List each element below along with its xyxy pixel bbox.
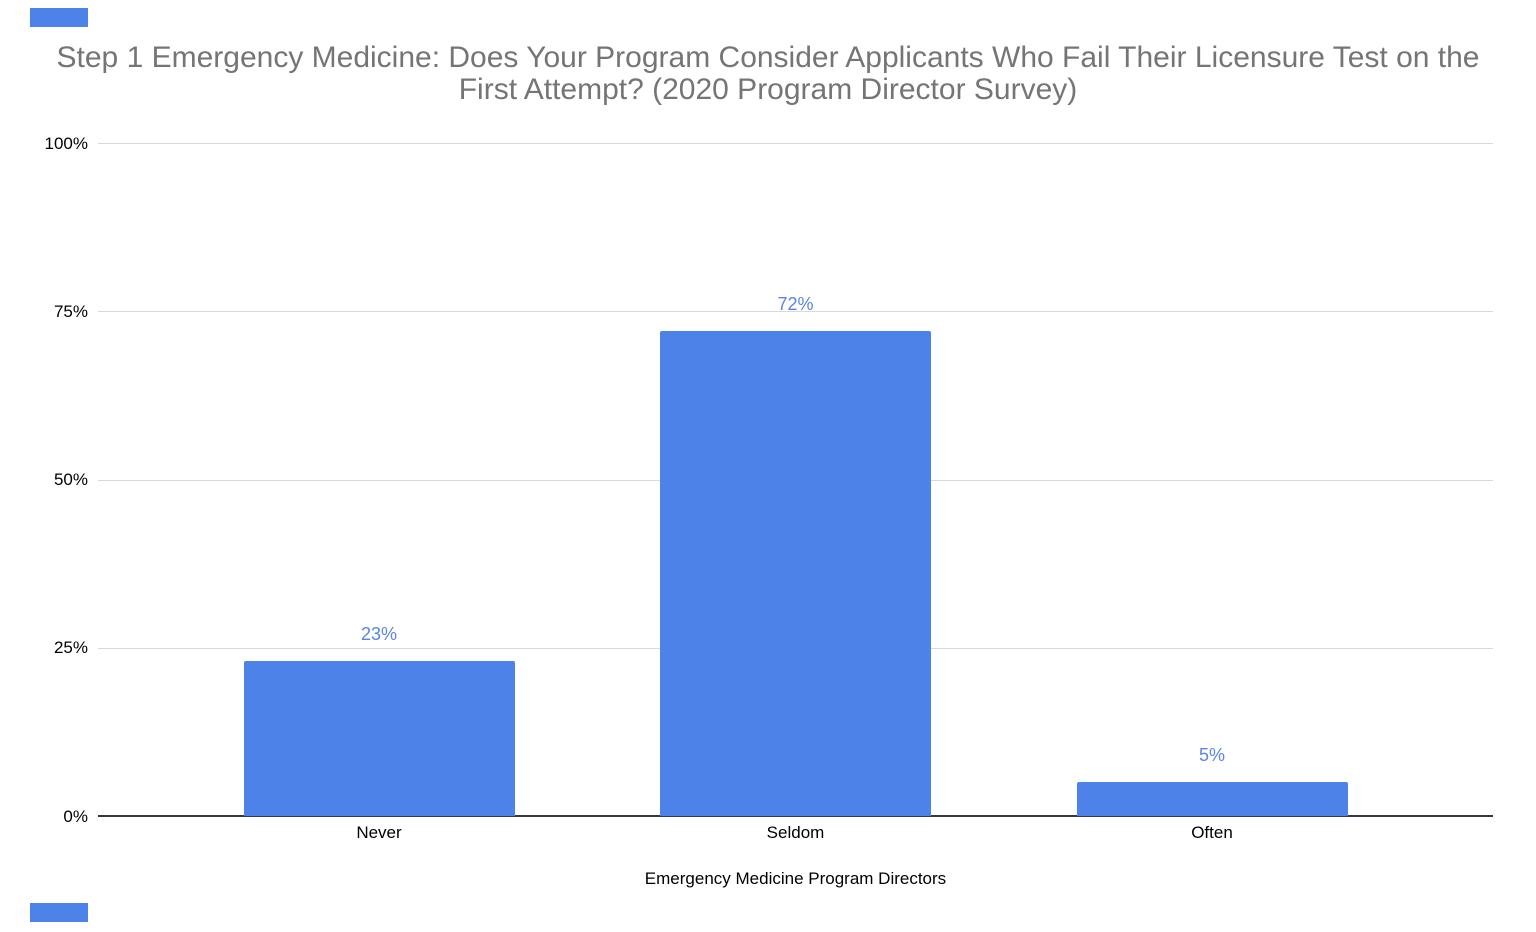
y-tick-label: 100% [44, 133, 88, 153]
gridline-100 [98, 143, 1493, 144]
bar-value-label: 72% [777, 294, 814, 315]
y-tick-label: 25% [53, 638, 88, 658]
y-tick-label: 75% [53, 301, 88, 321]
x-axis-line [98, 815, 1493, 817]
x-axis-title: Emergency Medicine Program Directors [644, 869, 947, 888]
bar-often [1076, 782, 1348, 816]
corner-accent-top [30, 8, 88, 27]
x-category-label-often: Often [1191, 823, 1233, 842]
gridline-75 [98, 311, 1493, 312]
corner-accent-bottom [30, 903, 88, 922]
y-tick-label: 50% [53, 470, 88, 489]
chart-title-line-1: Step 1 Emergency Medicine: Does Your Pro… [56, 41, 1480, 74]
chart-title-line-2: First Attempt? (2020 Program Director Su… [458, 73, 1078, 106]
y-tick-label: 0% [63, 806, 88, 826]
bar-seldom [660, 331, 931, 816]
x-category-label-never: Never [356, 823, 402, 842]
x-category-label-seldom: Seldom [766, 823, 825, 842]
bar-value-label: 23% [360, 624, 398, 645]
bar-never [243, 661, 515, 816]
chart-title: Step 1 Emergency Medicine: Does Your Pro… [0, 42, 1536, 106]
bar-value-label: 5% [1198, 745, 1225, 766]
